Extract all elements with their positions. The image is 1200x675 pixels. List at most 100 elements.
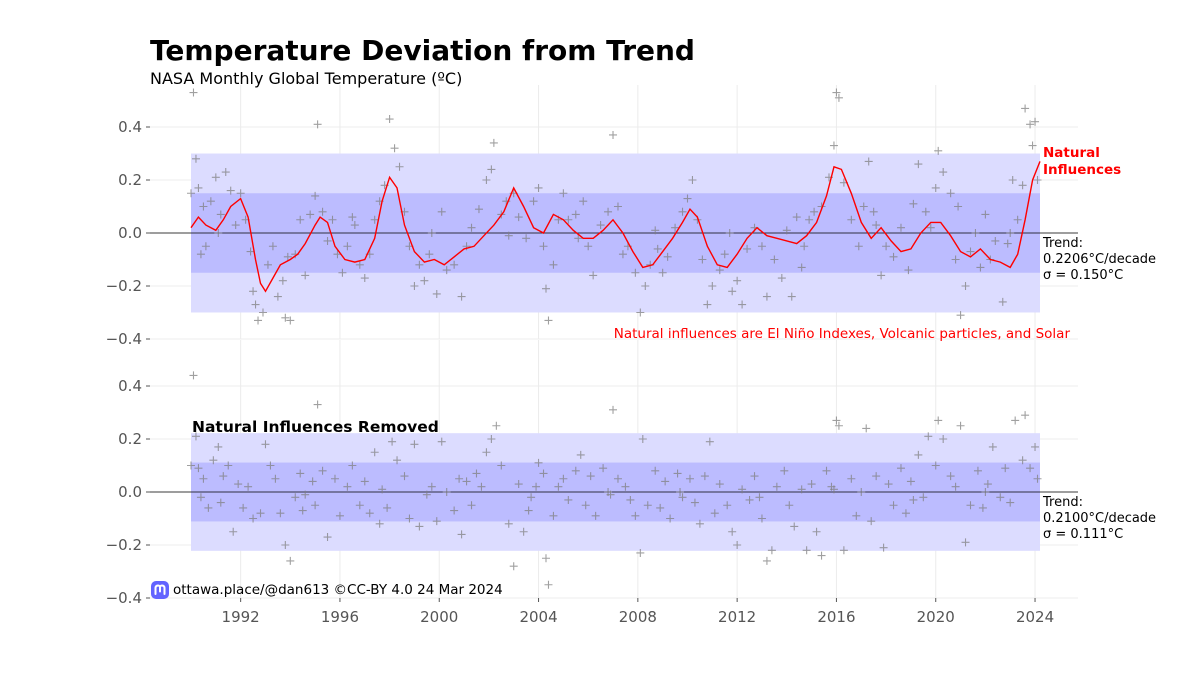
scatter-point: [862, 424, 871, 433]
scatter-point: [365, 509, 374, 518]
scatter-point: [1018, 456, 1027, 465]
scatter-point: [541, 554, 550, 563]
scatter-point: [780, 466, 789, 475]
scatter-point: [653, 244, 662, 253]
scatter-point: [683, 194, 692, 203]
scatter-point: [728, 287, 737, 296]
scatter-point: [914, 160, 923, 169]
scatter-point: [896, 223, 905, 232]
scatter-point: [514, 213, 523, 222]
scatter-point: [564, 215, 573, 224]
y-tick-label: 0.0: [118, 224, 142, 242]
scatter-point: [750, 472, 759, 481]
scatter-point: [777, 274, 786, 283]
scatter-point: [519, 527, 528, 536]
scatter-point: [1018, 181, 1027, 190]
scatter-point: [432, 289, 441, 298]
scatter-point: [767, 546, 776, 555]
scatter-point: [658, 268, 667, 277]
scatter-point: [214, 229, 223, 237]
scatter-point: [921, 207, 930, 216]
scatter-point: [301, 490, 310, 499]
scatter-point: [355, 260, 364, 269]
scatter-point: [931, 183, 940, 192]
trend-text-line: σ = 0.111°C: [1043, 527, 1123, 542]
scatter-point: [348, 461, 357, 470]
scatter-point: [244, 482, 253, 491]
footer-credit: ottawa.place/@dan613 ©CC-BY 4.0 24 Mar 2…: [150, 580, 503, 600]
scatter-point: [1026, 464, 1035, 473]
scatter-point: [599, 464, 608, 473]
scatter-point: [489, 138, 498, 147]
scatter-point: [283, 252, 292, 261]
scatter-point: [1003, 239, 1012, 248]
scatter-point: [450, 260, 459, 269]
scatter-point: [812, 527, 821, 536]
scatter-point: [427, 229, 436, 237]
scatter-point: [375, 519, 384, 528]
scatter-point: [323, 236, 332, 245]
scatter-point: [988, 442, 997, 451]
scatter-point: [487, 165, 496, 174]
scatter-point: [256, 509, 265, 518]
scatter-point: [1011, 416, 1020, 425]
scatter-point: [1006, 498, 1015, 507]
scatter-point: [906, 477, 915, 486]
scatter-point: [559, 189, 568, 198]
scatter-point: [263, 260, 272, 269]
scatter-point: [427, 482, 436, 491]
scatter-point: [785, 501, 794, 510]
scatter-point: [931, 461, 940, 470]
scatter-point: [335, 511, 344, 520]
scatter-point: [296, 469, 305, 478]
scatter-point: [323, 533, 332, 542]
scatter-point: [805, 215, 814, 224]
scatter-point: [762, 556, 771, 565]
scatter-point: [822, 466, 831, 475]
scatter-point: [909, 495, 918, 504]
scatter-point: [703, 300, 712, 309]
scatter-point: [618, 250, 627, 259]
scatter-point: [596, 221, 605, 230]
scatter-point: [579, 197, 588, 206]
scatter-point: [854, 242, 863, 251]
scatter-point: [385, 115, 394, 124]
scatter-point: [189, 371, 198, 380]
scatter-point: [971, 229, 980, 237]
scatter-point: [889, 501, 898, 510]
scatter-point: [961, 538, 970, 547]
y-tick-label: −0.4: [106, 589, 142, 607]
chart-title: Temperature Deviation from Trend: [150, 34, 695, 67]
scatter-point: [738, 300, 747, 309]
scatter-point: [231, 221, 240, 230]
scatter-point: [896, 464, 905, 473]
scatter-point: [308, 477, 317, 486]
scatter-point: [817, 551, 826, 560]
y-tick-label: −0.2: [106, 536, 142, 554]
x-tick-label: 2000: [420, 608, 458, 626]
scatter-point: [199, 202, 208, 211]
panel-label: Natural Influences Removed: [192, 418, 439, 436]
scatter-point: [514, 480, 523, 489]
scatter-point: [926, 223, 935, 232]
natural-influences-label: Influences: [1043, 162, 1121, 178]
scatter-point: [879, 543, 888, 552]
x-tick-label: 2012: [718, 608, 756, 626]
scatter-point: [832, 88, 841, 97]
scatter-point: [745, 495, 754, 504]
scatter-point: [951, 482, 960, 491]
scatter-point: [571, 466, 580, 475]
scatter-point: [201, 242, 210, 251]
scatter-point: [705, 437, 714, 446]
scatter-point: [442, 488, 451, 496]
x-tick-label: 2020: [917, 608, 955, 626]
scatter-point: [291, 493, 300, 502]
scatter-point: [420, 276, 429, 285]
scatter-point: [802, 546, 811, 555]
scatter-point: [544, 316, 553, 325]
scatter-point: [487, 435, 496, 443]
scatter-point: [877, 271, 886, 280]
scatter-point: [792, 213, 801, 222]
scatter-point: [998, 297, 1007, 306]
